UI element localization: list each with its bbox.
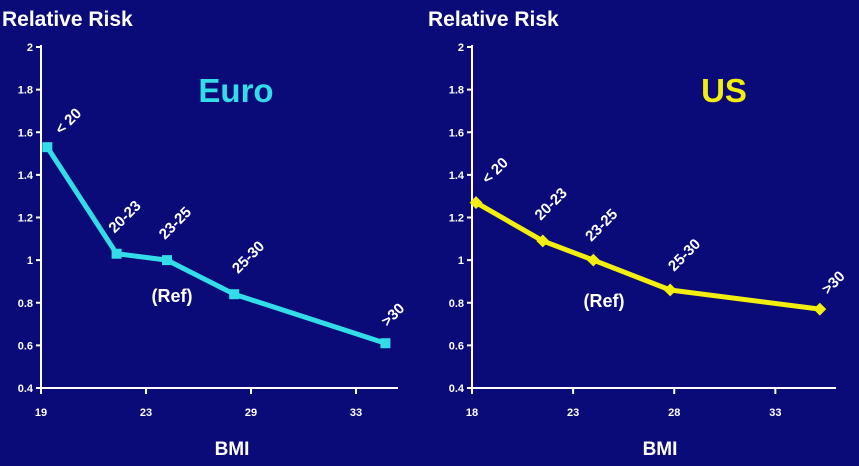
us-point-label: 20-23	[532, 185, 571, 224]
us-data-point	[536, 234, 550, 248]
euro-point-label: >30	[378, 300, 408, 330]
euro-data-point	[229, 289, 240, 300]
us-point-label: 23-25	[582, 206, 621, 245]
us-title: US	[701, 72, 747, 109]
us-ytick-label: 0.8	[449, 298, 464, 310]
us-xtick-label: 23	[567, 407, 579, 419]
us-ytick-label: 0.6	[449, 340, 464, 352]
euro-data-point	[162, 255, 172, 266]
euro-xtick-label: 33	[350, 407, 362, 419]
us-ytick-label: 1.6	[449, 127, 464, 139]
euro-ytick-label: 1.2	[18, 213, 33, 225]
euro-data-point	[42, 142, 53, 153]
us-xtick-label: 18	[466, 407, 478, 419]
euro-point-label: < 20	[52, 105, 85, 138]
euro-ytick-label: 1	[27, 255, 33, 267]
euro-title: Euro	[198, 72, 273, 109]
us-xtick-label: 28	[668, 407, 680, 419]
euro-xtick-label: 19	[35, 407, 47, 419]
euro-data-point	[380, 338, 391, 349]
us-xlabel: BMI	[643, 439, 678, 460]
euro-xlabel: BMI	[215, 439, 250, 460]
euro-ytick-label: 2	[27, 42, 33, 54]
euro-chart: Relative Risk 0.4 0.6 0.8 1 1.2 1.4 1.6 1.8 2 19 23…	[2, 8, 408, 460]
us-xtick-label: 33	[769, 407, 781, 419]
us-ylabel: Relative Risk	[428, 8, 559, 31]
euro-ref-note: (Ref)	[152, 286, 193, 306]
us-chart: Relative Risk 0.4 0.6 0.8 1 1.2 1.4 1.6 1.8 2 18 23…	[428, 8, 849, 460]
us-data-point	[586, 253, 600, 267]
us-series-line	[474, 200, 821, 312]
euro-data-point	[111, 248, 122, 259]
us-data-point	[663, 283, 677, 297]
us-point-label: 25-30	[665, 236, 704, 275]
euro-ytick-label: 0.8	[18, 298, 33, 310]
euro-point-label: 20-23	[105, 197, 144, 236]
euro-point-label: 25-30	[229, 238, 268, 277]
euro-ytick-label: 0.4	[18, 383, 34, 395]
us-point-label: >30	[819, 268, 849, 298]
us-data-point	[813, 302, 827, 316]
euro-ytick-label: 1.4	[18, 170, 34, 182]
us-data-point	[469, 196, 483, 210]
euro-ytick-label: 1.6	[18, 127, 33, 139]
euro-series-line	[45, 145, 387, 346]
us-point-label: < 20	[479, 154, 512, 187]
euro-ytick-label: 1.8	[18, 85, 33, 97]
us-ytick-label: 2	[458, 42, 464, 54]
euro-xtick-label: 23	[140, 407, 152, 419]
euro-ytick-label: 0.6	[18, 340, 33, 352]
us-ref-note: (Ref)	[584, 291, 625, 311]
euro-point-label: 23-25	[156, 204, 195, 243]
us-ytick-label: 0.4	[449, 383, 465, 395]
us-ytick-label: 1.2	[449, 213, 464, 225]
us-ytick-label: 1	[458, 255, 464, 267]
us-ytick-label: 1.4	[449, 170, 465, 182]
euro-ylabel: Relative Risk	[2, 8, 133, 31]
us-ytick-label: 1.8	[449, 85, 464, 97]
euro-xtick-label: 29	[245, 407, 257, 419]
